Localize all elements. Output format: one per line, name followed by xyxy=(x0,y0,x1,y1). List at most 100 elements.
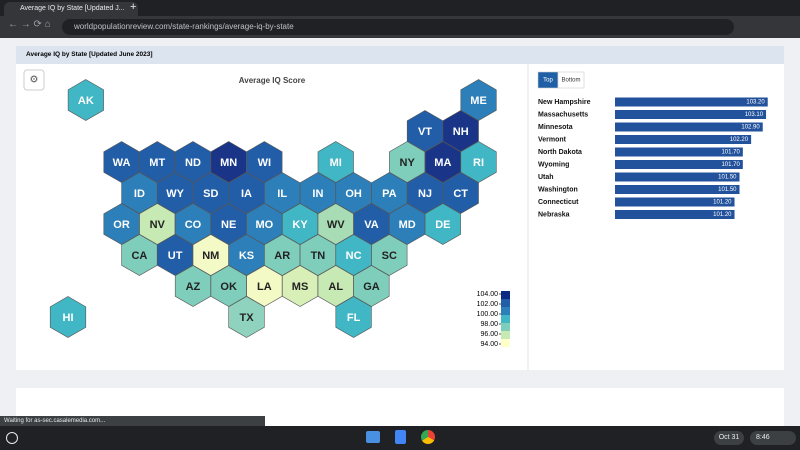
date[interactable]: Oct 31 xyxy=(714,431,744,445)
state-label: WA xyxy=(113,157,131,169)
state-label: KS xyxy=(239,250,254,262)
bar-value: 103.10 xyxy=(745,112,764,118)
bar xyxy=(615,147,743,157)
bar xyxy=(615,172,740,182)
legend-swatch xyxy=(501,323,510,331)
state-label: ID xyxy=(134,188,145,200)
legend-label: 100.00 xyxy=(477,311,499,318)
state-label: KY xyxy=(292,219,308,231)
address-bar[interactable]: worldpopulationreview.com/state-rankings… xyxy=(62,19,734,35)
state-name: Connecticut xyxy=(538,199,579,206)
state-label: CT xyxy=(453,188,468,200)
legend-label: 102.00 xyxy=(477,301,499,308)
settings-icon: ⚙ xyxy=(30,75,39,86)
state-label: AK xyxy=(78,95,94,107)
state-label: IN xyxy=(312,188,323,200)
files-app[interactable] xyxy=(366,431,380,443)
state-label: NM xyxy=(202,250,219,262)
state-label: NY xyxy=(400,157,416,169)
legend-swatch xyxy=(501,299,510,307)
state-name: North Dakota xyxy=(538,149,582,156)
bar xyxy=(615,135,752,144)
bar-value: 101.70 xyxy=(721,162,740,168)
state-label: TX xyxy=(239,312,254,324)
state-label: AL xyxy=(328,281,343,293)
bar-value: 101.70 xyxy=(721,150,740,156)
bar xyxy=(615,160,743,169)
state-hex[interactable] xyxy=(335,296,372,338)
toolbar: ← → ⟳ ⌂ worldpopulationreview.com/state-… xyxy=(0,16,800,38)
state-hex[interactable] xyxy=(371,234,408,276)
new-tab[interactable]: + xyxy=(130,1,137,13)
state-name: Washington xyxy=(538,186,578,193)
map-title: Average IQ Score xyxy=(239,76,306,85)
state-label: DE xyxy=(435,219,450,231)
state-label: OR xyxy=(113,219,130,231)
legend-label: 96.00 xyxy=(480,331,498,338)
bar-value: 101.20 xyxy=(713,212,732,218)
state-label: VA xyxy=(364,219,379,231)
nav-buttons[interactable]: ← → ⟳ ⌂ xyxy=(8,19,51,30)
state-hex[interactable] xyxy=(442,110,479,152)
state-hex[interactable] xyxy=(67,79,104,121)
state-label: UT xyxy=(168,250,183,262)
state-name: Vermont xyxy=(538,136,567,143)
state-label: MA xyxy=(434,157,451,169)
state-label: NH xyxy=(453,126,469,138)
settings-button[interactable] xyxy=(23,69,45,91)
bar-value: 103.20 xyxy=(746,100,765,106)
state-hex[interactable] xyxy=(228,296,265,338)
time[interactable]: 8:46 xyxy=(750,431,796,445)
docs-app[interactable] xyxy=(395,430,406,444)
state-label: MO xyxy=(255,219,273,231)
state-label: OK xyxy=(220,281,237,293)
bar xyxy=(615,197,735,207)
state-label: WY xyxy=(166,188,184,200)
state-label: MT xyxy=(149,157,165,169)
state-hex[interactable] xyxy=(460,141,497,183)
state-label: IA xyxy=(241,188,252,200)
legend-label: 98.00 xyxy=(480,321,498,328)
state-label: ME xyxy=(470,95,487,107)
chrome-app[interactable] xyxy=(421,430,435,444)
state-label: CO xyxy=(185,219,202,231)
state-label: IL xyxy=(277,188,287,200)
legend-label: 94.00 xyxy=(480,341,498,348)
state-label: MS xyxy=(292,281,309,293)
bar xyxy=(615,210,735,219)
state-hex[interactable] xyxy=(49,296,87,338)
legend-swatch xyxy=(501,307,510,315)
state-hex[interactable] xyxy=(460,79,497,121)
state-label: RI xyxy=(473,157,484,169)
state-label: FL xyxy=(347,312,361,324)
taskbar: Oct 31 8:46 xyxy=(0,426,800,450)
state-label: MN xyxy=(220,157,237,169)
state-label: SC xyxy=(382,250,397,262)
state-label: SD xyxy=(203,188,218,200)
tab-button[interactable] xyxy=(557,71,585,89)
state-hex[interactable] xyxy=(442,172,479,214)
state-name: Utah xyxy=(538,174,554,181)
state-hex[interactable] xyxy=(353,265,390,307)
state-label: CA xyxy=(131,250,147,262)
state-label: LA xyxy=(257,281,272,293)
state-label: NE xyxy=(221,219,236,231)
tab[interactable]: Average IQ by State [Updated J... xyxy=(4,2,138,16)
bar xyxy=(615,122,763,132)
legend-swatch xyxy=(501,339,510,347)
state-label: NV xyxy=(150,219,166,231)
status-bar: Waiting for as-sec.casalemedia.com... xyxy=(0,416,265,426)
bar-value: 102.90 xyxy=(741,125,760,131)
state-label: WI xyxy=(258,157,271,169)
state-name: Nebraska xyxy=(538,211,570,218)
launcher[interactable] xyxy=(6,432,18,444)
state-label: PA xyxy=(382,188,397,200)
legend-swatch xyxy=(501,291,510,299)
tab-label: Top xyxy=(543,78,553,84)
bar-value: 101.50 xyxy=(718,187,737,193)
state-label: NJ xyxy=(418,188,432,200)
state-hex[interactable] xyxy=(424,203,461,245)
legend-label: 104.00 xyxy=(477,291,499,298)
